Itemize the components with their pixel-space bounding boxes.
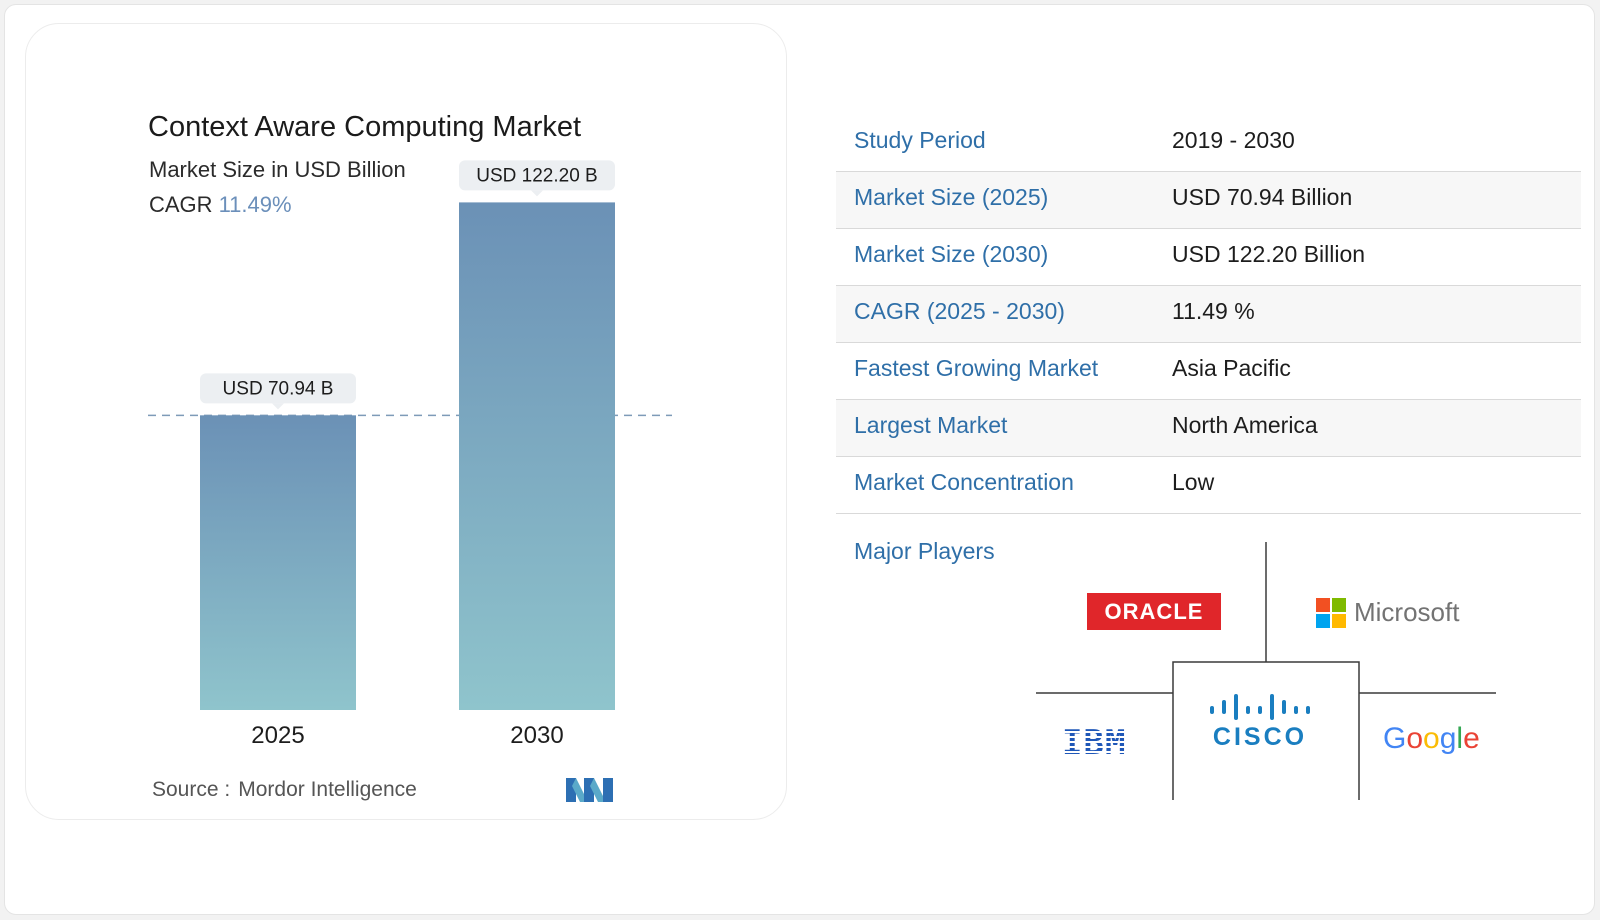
row-key: Fastest Growing Market [854, 355, 1099, 381]
row-value: USD 122.20 Billion [1172, 241, 1366, 267]
cisco-bars-icon [1210, 694, 1310, 720]
key-facts-table: Study Period 2019 - 2030 Market Size (202… [836, 115, 1581, 514]
row-key: Largest Market [854, 412, 1008, 438]
microsoft-logo-text: Microsoft [1354, 597, 1460, 627]
data-label: USD 70.94 B [223, 378, 334, 399]
data-label-pointer [272, 403, 284, 410]
source-label: Source : [152, 778, 231, 801]
chart-subtitle: Market Size in USD Billion [149, 157, 406, 182]
chart-title: Context Aware Computing Market [148, 111, 582, 143]
cagr-label: CAGR [149, 192, 213, 217]
table-row: Market Size (2025) USD 70.94 Billion [836, 172, 1581, 229]
oracle-logo: ORACLE [1087, 593, 1221, 630]
row-key: Market Size (2030) [854, 241, 1049, 267]
row-value: 2019 - 2030 [1172, 127, 1295, 153]
data-label-box [459, 160, 615, 191]
bar-chart: USD 70.94 B 2025 USD 122.20 B 2030 [148, 160, 672, 749]
cisco-logo: CISCO [1208, 692, 1312, 752]
source-name: Mordor Intelligence [238, 778, 417, 801]
table-row: Largest Market North America [836, 400, 1581, 457]
cagr-line: CAGR 11.49% [149, 192, 292, 218]
row-value: Low [1172, 469, 1215, 495]
row-value: North America [1172, 412, 1318, 438]
row-key: Study Period [854, 127, 986, 153]
x-tick-label: 2025 [251, 722, 304, 749]
table-row: CAGR (2025 - 2030) 11.49 % [836, 286, 1581, 343]
row-value: 11.49 % [1172, 298, 1255, 324]
cagr-value: 11.49% [218, 192, 292, 217]
row-value: USD 70.94 Billion [1172, 184, 1353, 210]
bar-2030 [459, 202, 615, 710]
microsoft-windows-icon [1316, 597, 1346, 628]
mordor-intelligence-logo-icon [566, 778, 613, 802]
table-row: Fastest Growing Market Asia Pacific [836, 343, 1581, 400]
source-line: Source : Mordor Intelligence [152, 778, 417, 802]
table-row: Study Period 2019 - 2030 [836, 115, 1581, 172]
ibm-logo: IBM [1062, 723, 1127, 763]
table-row: Market Size (2030) USD 122.20 Billion [836, 229, 1581, 286]
google-logo: Google [1383, 722, 1480, 755]
microsoft-logo: Microsoft [1316, 597, 1459, 628]
row-value: Asia Pacific [1172, 355, 1291, 381]
data-label-box [200, 373, 356, 404]
cisco-logo-text: CISCO [1212, 723, 1308, 751]
x-tick-label: 2030 [510, 722, 563, 749]
major-players-label: Major Players [854, 538, 995, 564]
row-key: CAGR (2025 - 2030) [854, 298, 1065, 324]
chart-card [25, 23, 787, 820]
row-key: Market Concentration [854, 469, 1074, 495]
bar-2025 [200, 415, 356, 710]
table-row: Market Concentration Low [836, 457, 1581, 514]
data-label: USD 122.20 B [476, 165, 597, 186]
row-key: Market Size (2025) [854, 184, 1049, 210]
data-label-pointer [531, 190, 543, 197]
